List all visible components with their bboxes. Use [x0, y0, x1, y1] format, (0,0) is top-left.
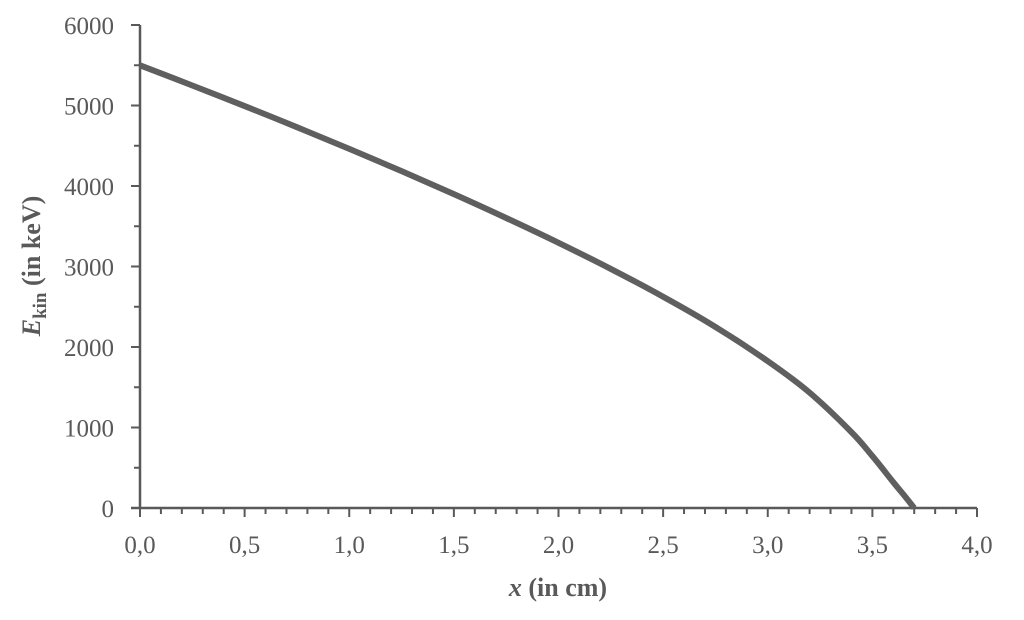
- y-tick-label: 5000: [64, 94, 114, 121]
- x-tick-label: 2,5: [648, 532, 679, 559]
- x-tick-label: 0,0: [124, 532, 155, 559]
- x-axis-title: x (in cm): [508, 573, 607, 602]
- x-tick-label: 4,0: [961, 532, 992, 559]
- x-axis-unit: (in cm): [522, 573, 607, 602]
- y-tick-label: 2000: [64, 335, 114, 362]
- y-tick-label: 6000: [64, 13, 114, 40]
- x-axis-var: x: [508, 573, 522, 602]
- y-tick-label: 0: [102, 496, 115, 523]
- y-axis-unit: (in keV): [17, 196, 46, 293]
- x-tick-label: 1,5: [438, 532, 469, 559]
- y-tick-label: 1000: [64, 416, 114, 443]
- y-tick-label: 4000: [64, 174, 114, 201]
- y-axis: 0 1000 2000 3000 4000 5000 6000: [64, 13, 142, 523]
- y-axis-sub: kin: [30, 292, 51, 319]
- x-axis: 0,0 0,5 1,0 1,5 2,0 2,5 3,0 3,5 4,0: [124, 506, 993, 559]
- x-tick-label: 0,5: [229, 532, 260, 559]
- x-tick-label: 2,0: [543, 532, 574, 559]
- x-tick-label: 1,0: [334, 532, 365, 559]
- y-axis-var: E: [17, 319, 46, 337]
- y-tick-label: 3000: [64, 255, 114, 282]
- y-axis-title: Ekin (in keV): [17, 196, 51, 338]
- x-tick-label: 3,0: [752, 532, 783, 559]
- energy-curve: [138, 62, 917, 510]
- x-tick-label: 3,5: [857, 532, 888, 559]
